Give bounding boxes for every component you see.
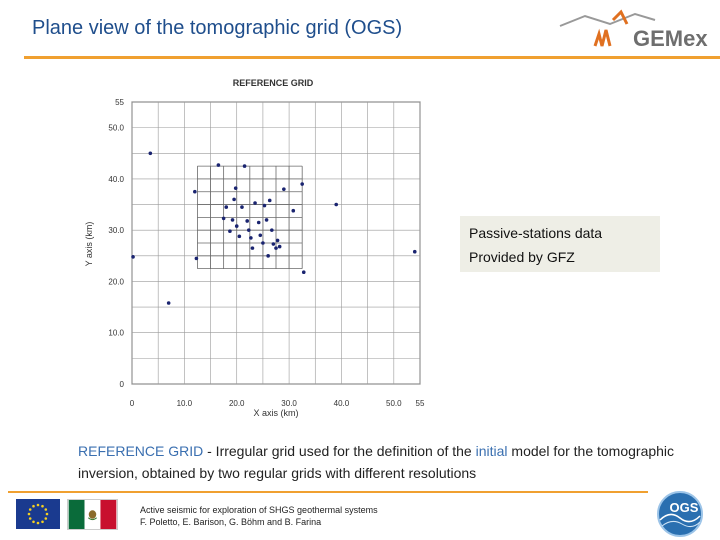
- x-tick-label: 0: [130, 399, 135, 408]
- x-tick-label: 50.0: [386, 399, 402, 408]
- station-point: [234, 224, 239, 228]
- station-point: [274, 246, 278, 250]
- page-title: Plane view of the tomographic grid (OGS): [32, 17, 403, 39]
- chart-title: REFERENCE GRID: [233, 78, 314, 88]
- station-point: [193, 189, 197, 194]
- figure-caption: REFERENCE GRID - Irregular grid used for…: [78, 440, 678, 484]
- station-point: [232, 197, 236, 202]
- footer-authors: F. Poletto, E. Barison, G. Böhm and B. F…: [140, 517, 322, 527]
- station-point: [228, 229, 232, 234]
- station-point: [166, 301, 171, 305]
- station-points: [131, 151, 417, 305]
- note-line-2: Provided by GFZ: [469, 249, 575, 265]
- y-tick-label: 50.0: [108, 124, 124, 133]
- station-point: [275, 238, 280, 243]
- y-tick-labels: 0 10.0 20.0 30.0 40.0 50.0 55: [108, 98, 124, 389]
- x-tick-labels: 0 10.0 20.0 30.0 40.0 50.0 55: [130, 399, 425, 408]
- station-point: [412, 249, 417, 254]
- station-point: [264, 218, 269, 222]
- station-point: [240, 205, 244, 209]
- station-point: [300, 182, 304, 186]
- station-point: [277, 244, 282, 249]
- header-divider: [24, 56, 720, 59]
- station-point: [270, 228, 274, 232]
- footer-divider: [8, 491, 648, 493]
- caption-term: REFERENCE GRID: [78, 443, 204, 459]
- station-point: [194, 256, 199, 261]
- logo-text: GEMex: [633, 26, 708, 51]
- y-tick-label: 0: [120, 380, 125, 389]
- station-point: [249, 236, 253, 240]
- y-tick-label: 40.0: [108, 175, 124, 184]
- station-point: [262, 203, 267, 208]
- gemex-logo: GEMex: [559, 9, 708, 51]
- station-point: [301, 270, 306, 275]
- station-point: [221, 216, 226, 221]
- station-point: [233, 186, 238, 190]
- footer-project: Active seismic for exploration of SHGS g…: [140, 505, 378, 515]
- station-point: [334, 202, 339, 207]
- mexico-flag-icon: [67, 499, 118, 530]
- station-point: [131, 255, 135, 259]
- passive-stations-note: Passive-stations data Provided by GFZ: [460, 216, 660, 272]
- station-point: [258, 233, 263, 238]
- x-tick-label: 30.0: [281, 399, 297, 408]
- y-axis-label: Y axis (km): [84, 222, 94, 267]
- station-point: [237, 234, 242, 239]
- caption-initial: initial: [475, 443, 508, 459]
- station-point: [216, 163, 221, 167]
- station-point: [246, 228, 251, 232]
- ogs-logo-text: OGS: [670, 500, 699, 515]
- station-point: [256, 220, 261, 225]
- caption-text-1: - Irregular grid used for the definition…: [203, 443, 476, 459]
- station-point: [148, 151, 153, 156]
- caption-text-2: model for the tomographic inversion, obt…: [78, 443, 675, 481]
- station-point: [267, 198, 272, 203]
- station-point: [224, 205, 229, 209]
- station-point: [282, 187, 286, 191]
- x-axis-label: X axis (km): [254, 408, 299, 418]
- note-line-1: Passive-stations data: [469, 225, 603, 241]
- station-point: [250, 246, 255, 250]
- fine-grid-lines: [197, 165, 303, 270]
- station-point: [242, 164, 247, 168]
- eu-flag-icon: [16, 499, 60, 529]
- x-tick-label: 20.0: [229, 399, 245, 408]
- station-point: [245, 219, 249, 223]
- x-tick-label: 10.0: [177, 399, 193, 408]
- y-tick-label: 10.0: [108, 329, 124, 338]
- y-tick-label: 55: [115, 98, 124, 107]
- station-point: [271, 242, 276, 246]
- y-tick-label: 30.0: [108, 226, 124, 235]
- y-tick-label: 20.0: [108, 277, 124, 286]
- reference-grid-chart: REFERENCE GRID 0 10.0 20.0 30.0 40.0 50.0 55 0…: [84, 78, 425, 418]
- station-point: [261, 241, 265, 245]
- station-point: [253, 201, 257, 205]
- x-tick-label: 55: [416, 399, 425, 408]
- station-point: [291, 208, 296, 213]
- x-tick-label: 40.0: [334, 399, 350, 408]
- station-point: [230, 218, 235, 222]
- ogs-logo: OGS: [657, 491, 703, 537]
- station-point: [266, 254, 270, 258]
